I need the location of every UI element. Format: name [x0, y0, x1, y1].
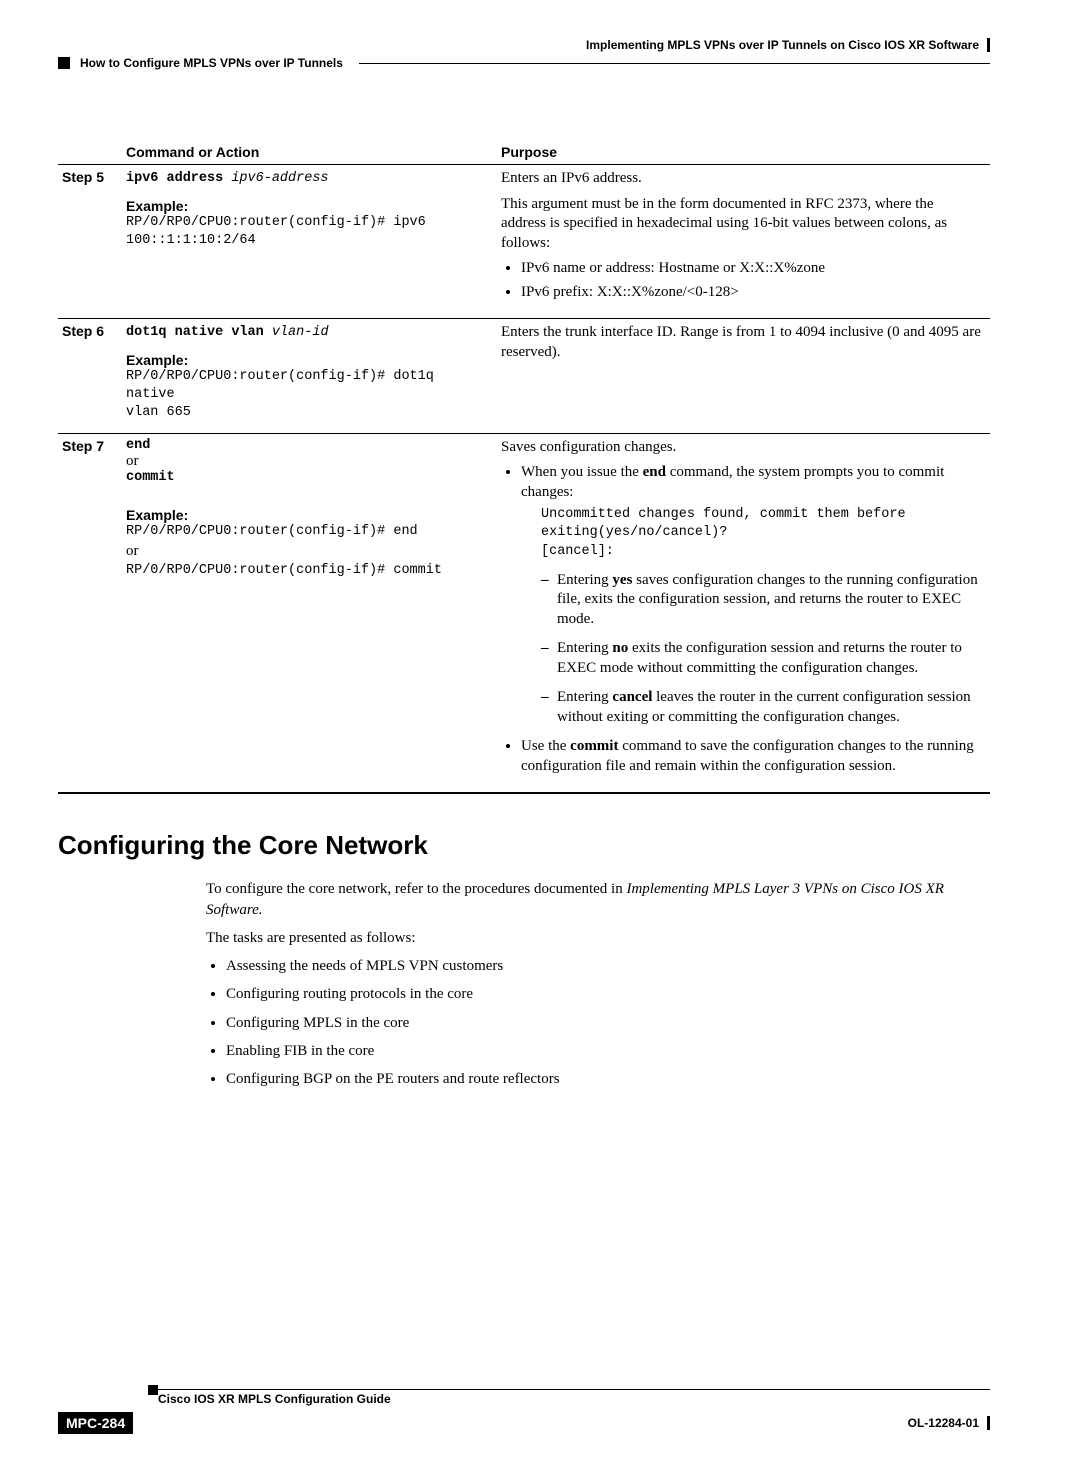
- purpose-text: This argument must be in the form docume…: [501, 195, 982, 254]
- command-arg: vlan-id: [264, 325, 329, 340]
- table-row: Step 7 end or commit Example: RP/0/RP0/C…: [58, 433, 990, 793]
- list-item: IPv6 prefix: X:X::X%zone/<0-128>: [521, 283, 982, 303]
- list-item: Assessing the needs of MPLS VPN customer…: [226, 956, 990, 976]
- list-item: Use the commit command to save the confi…: [521, 737, 982, 776]
- command-code: commit: [126, 470, 489, 485]
- col-purpose: Purpose: [497, 140, 990, 165]
- list-item: Entering yes saves configuration changes…: [543, 571, 982, 630]
- example-label: Example:: [126, 507, 489, 523]
- step-label: Step 7: [58, 433, 122, 793]
- section-heading: Configuring the Core Network: [58, 830, 990, 861]
- list-item: Configuring routing protocols in the cor…: [226, 984, 990, 1004]
- footer-square-icon: [148, 1385, 158, 1395]
- console-output: Uncommitted changes found, commit them b…: [541, 506, 982, 561]
- footer-bar-icon: [987, 1416, 990, 1430]
- purpose-text: Enters the trunk interface ID. Range is …: [501, 323, 982, 362]
- command-code: end: [126, 438, 489, 453]
- command-code: ipv6 address: [126, 171, 223, 186]
- table-row: Step 5 ipv6 address ipv6-address Example…: [58, 165, 990, 319]
- col-command: Command or Action: [122, 140, 497, 165]
- list-item: When you issue the end command, the syst…: [521, 463, 982, 727]
- header-bar-icon: [987, 38, 990, 52]
- list-item: Entering cancel leaves the router in the…: [543, 688, 982, 727]
- purpose-text: Enters an IPv6 address.: [501, 169, 982, 189]
- example-label: Example:: [126, 198, 489, 214]
- list-item: Configuring MPLS in the core: [226, 1013, 990, 1033]
- command-arg: ipv6-address: [223, 171, 328, 186]
- list-item: IPv6 name or address: Hostname or X:X::X…: [521, 259, 982, 279]
- purpose-text: Saves configuration changes.: [501, 438, 982, 458]
- page-number-badge: MPC-284: [58, 1412, 133, 1434]
- list-item: Enabling FIB in the core: [226, 1041, 990, 1061]
- footer-guide-title: Cisco IOS XR MPLS Configuration Guide: [158, 1392, 990, 1406]
- step-label: Step 6: [58, 319, 122, 434]
- header-left-subtitle: How to Configure MPLS VPNs over IP Tunne…: [80, 56, 343, 70]
- header-rule: [359, 63, 990, 64]
- header-right-title: Implementing MPLS VPNs over IP Tunnels o…: [586, 38, 979, 52]
- steps-table: Command or Action Purpose Step 5 ipv6 ad…: [58, 140, 990, 794]
- header-square-icon: [58, 57, 70, 69]
- table-row: Step 6 dot1q native vlan vlan-id Example…: [58, 319, 990, 434]
- or-text: or: [126, 543, 489, 560]
- step-label: Step 5: [58, 165, 122, 319]
- example-code: RP/0/RP0/CPU0:router(config-if)# commit: [126, 562, 489, 580]
- or-text: or: [126, 453, 489, 470]
- list-item: Entering no exits the configuration sess…: [543, 639, 982, 678]
- command-code: dot1q native vlan: [126, 325, 264, 340]
- list-item: Configuring BGP on the PE routers and ro…: [226, 1069, 990, 1089]
- example-code: RP/0/RP0/CPU0:router(config-if)# ipv6 10…: [126, 214, 489, 250]
- doc-id: OL-12284-01: [908, 1416, 979, 1430]
- page-footer: Cisco IOS XR MPLS Configuration Guide MP…: [58, 1389, 990, 1434]
- example-code: RP/0/RP0/CPU0:router(config-if)# end: [126, 523, 489, 541]
- example-label: Example:: [126, 352, 489, 368]
- example-code: RP/0/RP0/CPU0:router(config-if)# dot1q n…: [126, 368, 489, 423]
- section-paragraph: To configure the core network, refer to …: [206, 879, 990, 920]
- section-paragraph: The tasks are presented as follows:: [206, 928, 990, 948]
